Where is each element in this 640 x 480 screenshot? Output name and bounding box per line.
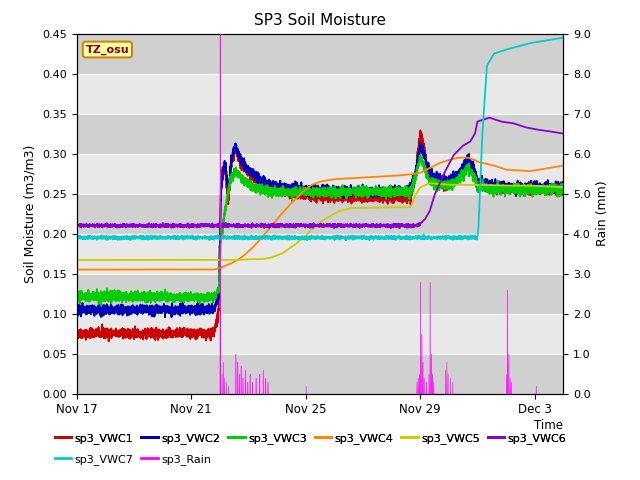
Bar: [77, 34, 563, 73]
Bar: [77, 313, 563, 354]
Bar: [77, 193, 563, 234]
Legend: sp3_VWC7, sp3_Rain: sp3_VWC7, sp3_Rain: [51, 450, 216, 469]
Bar: [77, 354, 563, 394]
Bar: [77, 234, 563, 274]
Text: Time: Time: [534, 419, 563, 432]
Bar: [77, 114, 563, 154]
Text: TZ_osu: TZ_osu: [86, 44, 129, 55]
Bar: [77, 73, 563, 114]
Bar: [77, 154, 563, 193]
Y-axis label: Soil Moisture (m3/m3): Soil Moisture (m3/m3): [24, 144, 36, 283]
Bar: [77, 274, 563, 313]
Y-axis label: Rain (mm): Rain (mm): [596, 181, 609, 246]
Title: SP3 Soil Moisture: SP3 Soil Moisture: [254, 13, 386, 28]
Legend: sp3_VWC1, sp3_VWC2, sp3_VWC3, sp3_VWC4, sp3_VWC5, sp3_VWC6: sp3_VWC1, sp3_VWC2, sp3_VWC3, sp3_VWC4, …: [51, 428, 571, 448]
